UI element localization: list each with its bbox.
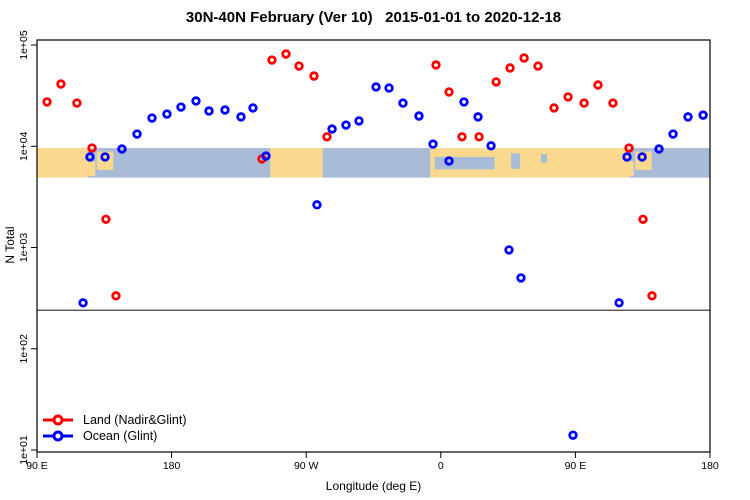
- x-tick-label: 90 E: [26, 460, 48, 472]
- data-point-ocean: [698, 110, 708, 120]
- map-band-segment-ocean: [322, 148, 431, 178]
- data-point-ocean: [236, 112, 246, 122]
- legend-marker-land-icon: [43, 414, 73, 426]
- data-point-land: [549, 103, 559, 113]
- data-point-ocean: [614, 298, 624, 308]
- x-tick-label: 180: [163, 460, 181, 472]
- data-point-land: [491, 77, 501, 87]
- map-band-segment-ocean: [87, 148, 271, 178]
- data-point-land: [638, 214, 648, 224]
- map-band-patch-land: [87, 161, 96, 177]
- data-point-land: [505, 63, 515, 73]
- y-tick-label: 1e+01: [18, 435, 30, 465]
- data-point-ocean: [428, 139, 438, 149]
- x-tick-label: 90 W: [294, 460, 319, 472]
- data-point-ocean: [312, 200, 322, 210]
- data-point-land: [294, 61, 304, 71]
- data-point-land: [608, 98, 618, 108]
- x-tick-label: 180: [701, 460, 719, 472]
- data-point-ocean: [100, 152, 110, 162]
- chart-title: 30N-40N February (Ver 10) 2015-01-01 to …: [185, 9, 562, 26]
- data-point-land: [101, 214, 111, 224]
- data-point-land: [56, 79, 66, 89]
- data-point-land: [647, 291, 657, 301]
- legend-marker-ocean-icon: [43, 430, 73, 442]
- x-tick-label: 0: [438, 460, 444, 472]
- data-point-ocean: [384, 83, 394, 93]
- map-band-patch-ocean: [434, 156, 495, 170]
- data-point-land: [87, 143, 97, 153]
- legend-label-ocean: Ocean (Glint): [83, 429, 158, 443]
- data-point-land: [322, 132, 332, 142]
- data-point-ocean: [504, 245, 514, 255]
- data-point-ocean: [486, 141, 496, 151]
- data-point-land: [42, 97, 52, 107]
- data-point-ocean: [371, 82, 381, 92]
- data-point-land: [281, 49, 291, 59]
- data-point-land: [579, 98, 589, 108]
- data-point-ocean: [176, 102, 186, 112]
- data-point-ocean: [78, 298, 88, 308]
- y-tick-label: 1e+05: [18, 30, 30, 60]
- data-point-land: [563, 92, 573, 102]
- data-point-land: [72, 98, 82, 108]
- data-point-land: [444, 87, 454, 97]
- data-point-ocean: [637, 152, 647, 162]
- data-point-ocean: [622, 152, 632, 162]
- legend-item-land: Land (Nadir&Glint): [42, 412, 187, 428]
- x-axis-title: Longitude (deg E): [325, 479, 422, 493]
- data-point-land: [519, 53, 529, 63]
- plot-border: [36, 39, 711, 453]
- data-point-land: [111, 291, 121, 301]
- legend-item-ocean: Ocean (Glint): [42, 428, 187, 444]
- data-point-ocean: [327, 124, 337, 134]
- data-point-land: [593, 80, 603, 90]
- data-point-ocean: [220, 105, 230, 115]
- data-point-ocean: [568, 430, 578, 440]
- x-tick-label: 90 E: [565, 460, 587, 472]
- data-point-ocean: [341, 120, 351, 130]
- map-band-patch-land: [626, 161, 634, 177]
- data-point-ocean: [473, 112, 483, 122]
- data-point-ocean: [516, 273, 526, 283]
- data-point-ocean: [683, 112, 693, 122]
- data-point-ocean: [117, 144, 127, 154]
- map-band-segment-land: [37, 148, 88, 178]
- legend: Land (Nadir&Glint) Ocean (Glint): [42, 412, 187, 444]
- map-band-patch-ocean: [541, 153, 547, 163]
- y-tick-label: 1e+04: [18, 131, 30, 161]
- y-axis-title: N Total: [3, 226, 17, 264]
- map-band-patch-ocean: [511, 153, 521, 169]
- data-point-land: [474, 132, 484, 142]
- data-point-ocean: [147, 113, 157, 123]
- data-point-ocean: [248, 103, 258, 113]
- data-point-land: [457, 132, 467, 142]
- data-point-land: [533, 61, 543, 71]
- data-point-land: [624, 143, 634, 153]
- data-point-ocean: [654, 144, 664, 154]
- map-band-segment-land: [270, 148, 323, 178]
- data-point-ocean: [162, 109, 172, 119]
- data-point-ocean: [398, 98, 408, 108]
- data-point-ocean: [132, 129, 142, 139]
- data-point-ocean: [261, 151, 271, 161]
- data-point-ocean: [414, 111, 424, 121]
- data-point-land: [309, 71, 319, 81]
- data-point-ocean: [85, 152, 95, 162]
- data-point-land: [267, 55, 277, 65]
- data-point-ocean: [191, 96, 201, 106]
- data-point-ocean: [668, 129, 678, 139]
- data-point-ocean: [204, 106, 214, 116]
- data-point-land: [431, 60, 441, 70]
- data-point-ocean: [354, 116, 364, 126]
- y-tick-label: 1e+02: [18, 334, 30, 364]
- y-tick-label: 1e+03: [18, 233, 30, 263]
- data-point-ocean: [444, 156, 454, 166]
- data-point-ocean: [459, 97, 469, 107]
- legend-label-land: Land (Nadir&Glint): [83, 413, 187, 427]
